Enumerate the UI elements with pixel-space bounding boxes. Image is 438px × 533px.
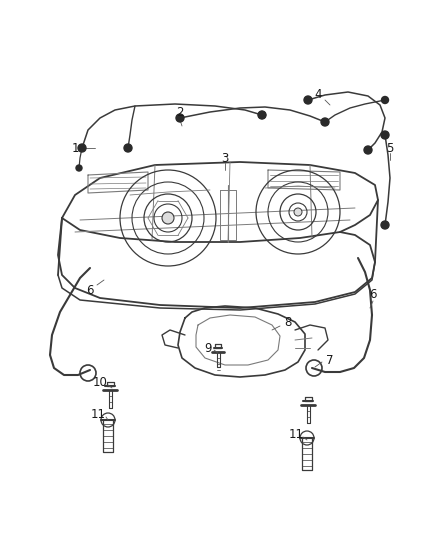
Text: 8: 8	[284, 316, 292, 328]
Circle shape	[258, 111, 266, 119]
Circle shape	[381, 96, 389, 103]
Circle shape	[364, 146, 372, 154]
Text: 4: 4	[314, 88, 322, 101]
Text: 6: 6	[369, 288, 377, 302]
Text: 10: 10	[92, 376, 107, 389]
Text: 7: 7	[326, 353, 334, 367]
Circle shape	[76, 165, 82, 171]
Circle shape	[294, 208, 302, 216]
Circle shape	[162, 212, 174, 224]
Circle shape	[304, 96, 312, 104]
Circle shape	[321, 118, 329, 126]
Circle shape	[176, 114, 184, 122]
Circle shape	[258, 111, 265, 118]
Circle shape	[381, 131, 389, 139]
Circle shape	[381, 221, 389, 229]
Text: 6: 6	[86, 284, 94, 296]
Text: 9: 9	[204, 342, 212, 354]
Text: 11: 11	[289, 429, 304, 441]
Circle shape	[124, 144, 132, 152]
Circle shape	[78, 144, 86, 152]
Text: 3: 3	[221, 151, 229, 165]
Text: 5: 5	[386, 141, 394, 155]
Text: 1: 1	[71, 141, 79, 155]
Text: 11: 11	[91, 408, 106, 422]
Text: 2: 2	[176, 107, 184, 119]
